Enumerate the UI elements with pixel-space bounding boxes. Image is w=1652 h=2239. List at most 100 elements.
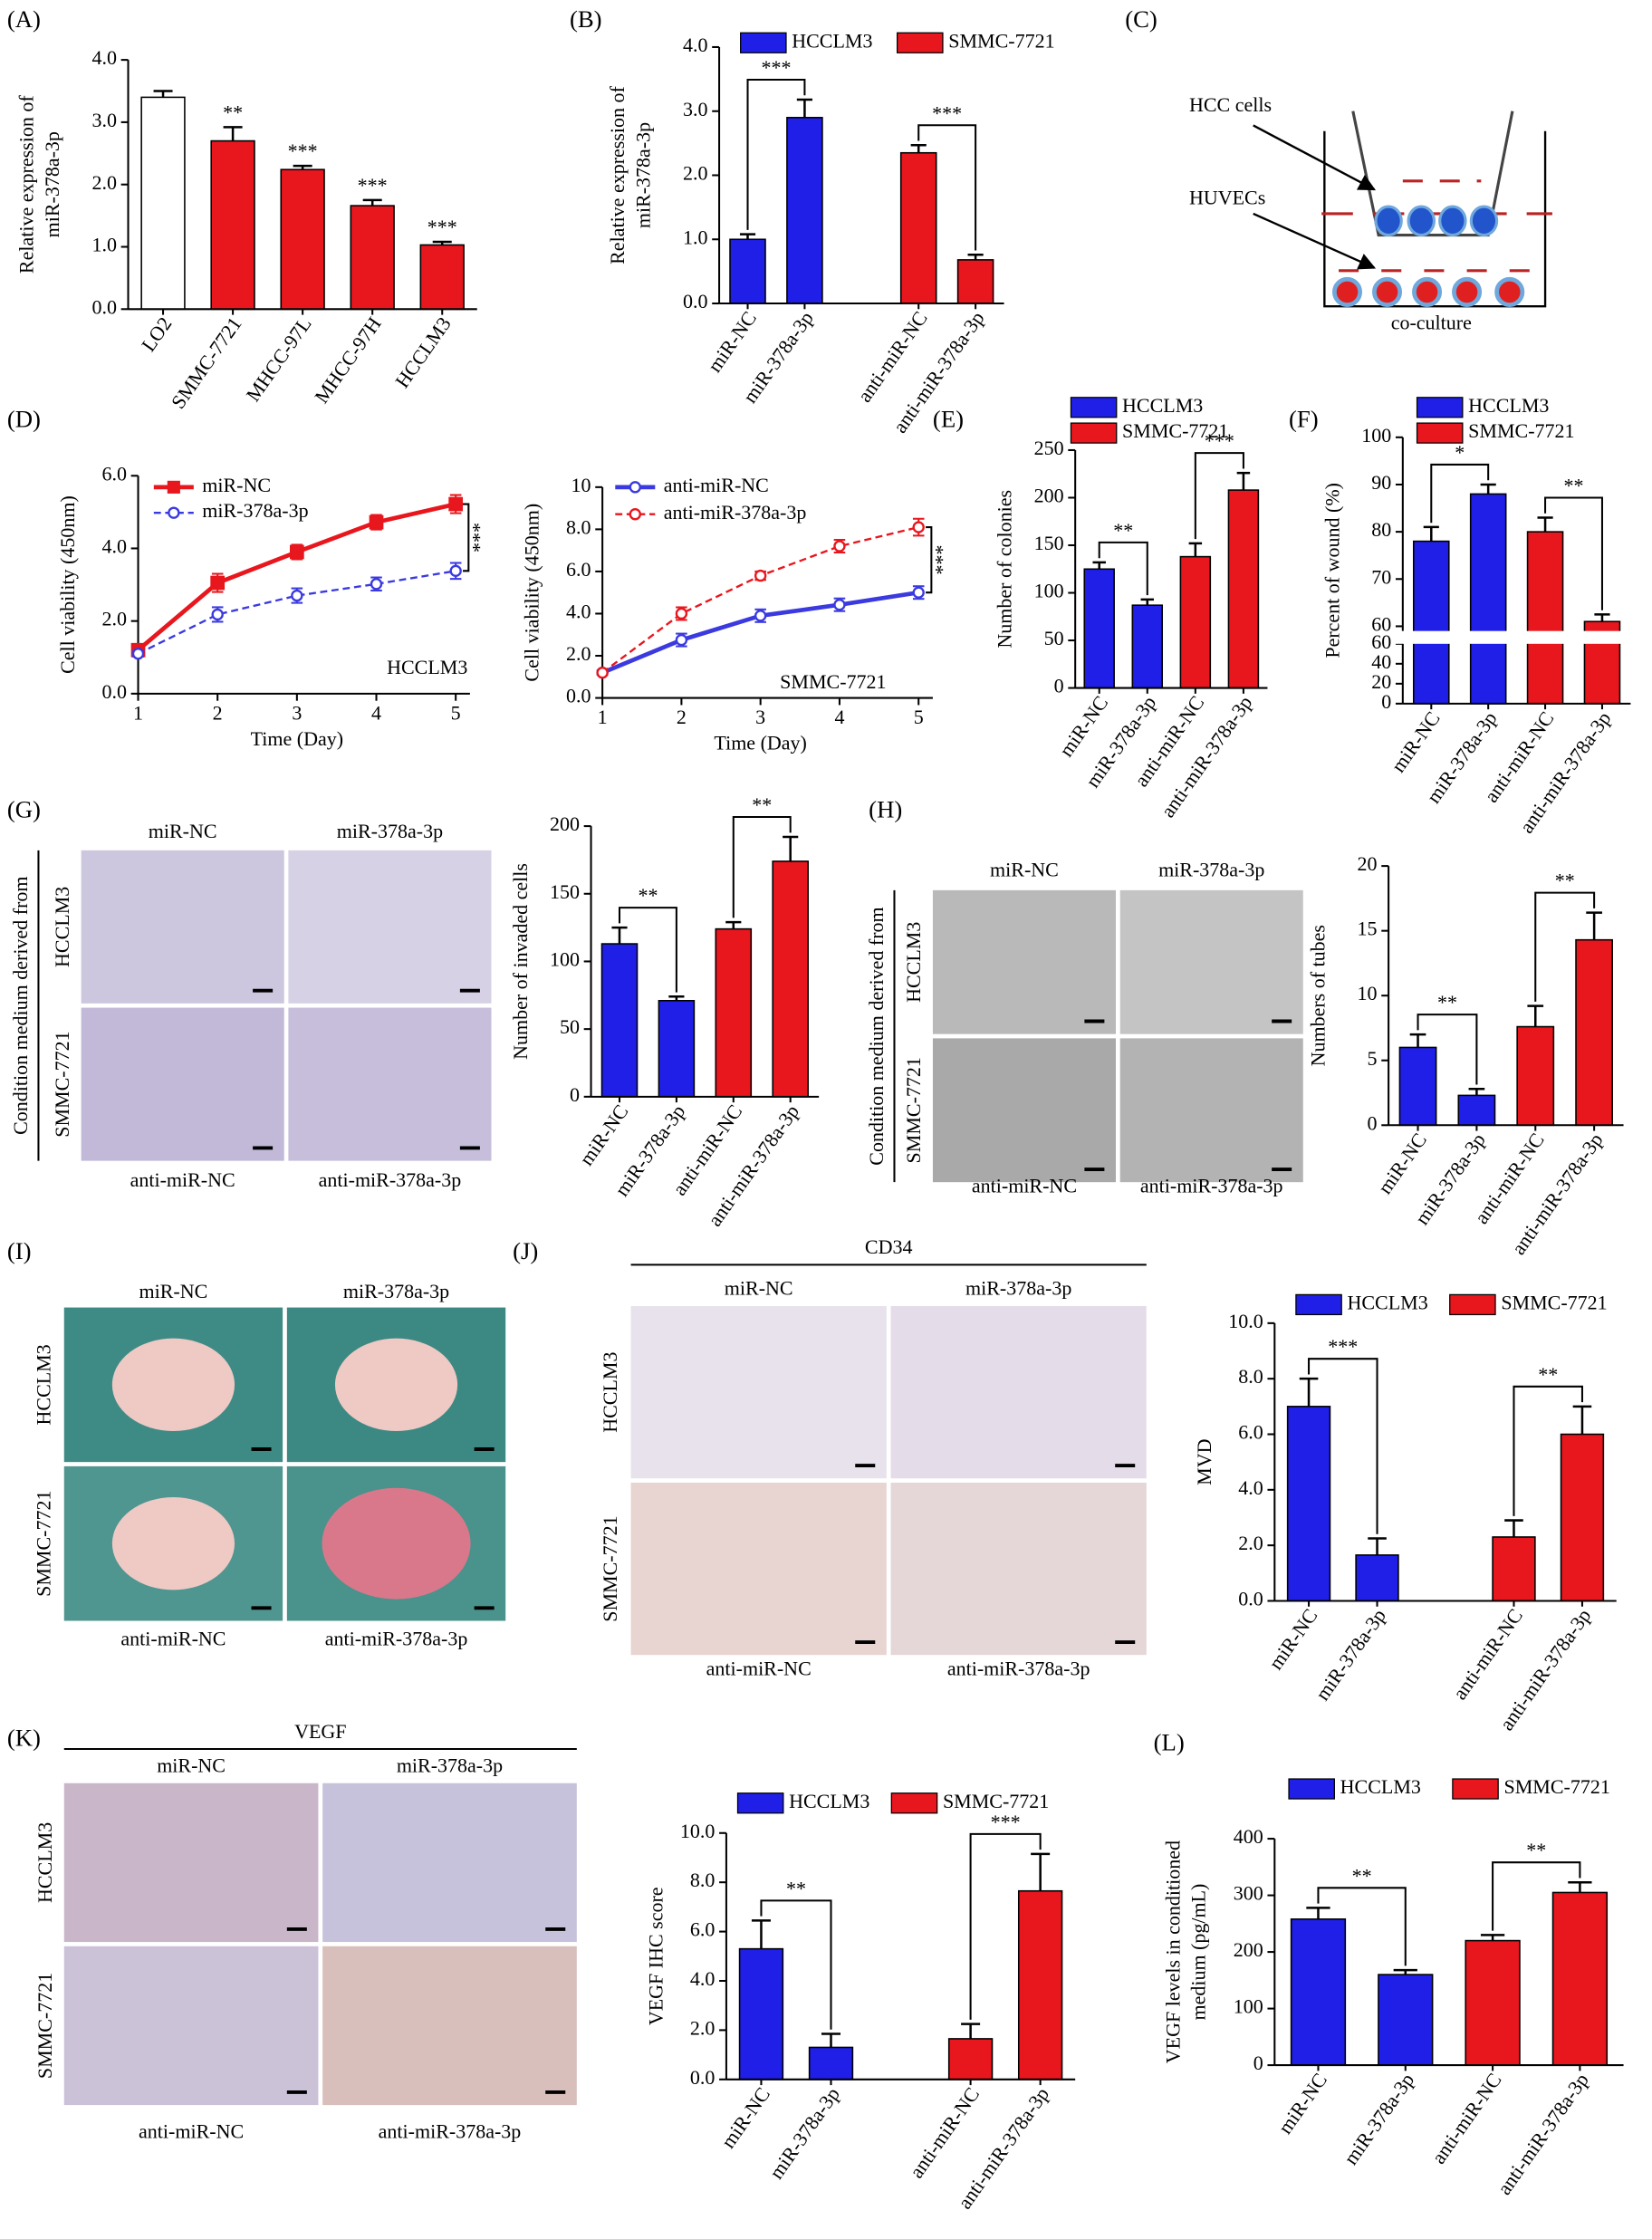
x-tick-label: 3 bbox=[292, 701, 302, 724]
y-axis-label: Percent of wound (%) bbox=[1321, 483, 1343, 658]
significance-bracket bbox=[1544, 496, 1603, 610]
y-tick-label: 3.0 bbox=[91, 109, 117, 131]
y-axis-label: Number of colonies bbox=[994, 490, 1016, 649]
micrograph bbox=[322, 1783, 577, 1943]
bar bbox=[738, 1947, 784, 2080]
column-label: miR-NC bbox=[139, 1280, 208, 1302]
legend-swatch bbox=[1416, 422, 1464, 444]
panel-label: (C) bbox=[1125, 5, 1157, 33]
legend-label: SMMC-7721 bbox=[1468, 419, 1574, 442]
bar bbox=[947, 2038, 994, 2080]
bar bbox=[1575, 938, 1614, 1127]
marker bbox=[210, 575, 226, 591]
legend-swatch bbox=[1288, 1778, 1335, 1800]
y-tick-label: 5 bbox=[1368, 1047, 1378, 1070]
column-label: anti-miR-378a-3p bbox=[1140, 1175, 1283, 1197]
significance-label: ** bbox=[1437, 991, 1457, 1014]
legend-swatch bbox=[1416, 397, 1464, 418]
y-axis-label: Relative expression of bbox=[14, 95, 37, 274]
bar bbox=[772, 860, 809, 1098]
y-tick-label: 4.0 bbox=[566, 601, 591, 623]
y-tick-label: 100 bbox=[1034, 580, 1064, 602]
y-tick-label: 8.0 bbox=[1238, 1365, 1263, 1388]
row-label: SMMC-7721 bbox=[51, 1031, 73, 1137]
significance-label: ** bbox=[1352, 1864, 1372, 1887]
y-tick-label: 4.0 bbox=[91, 46, 117, 69]
micrograph bbox=[1119, 889, 1303, 1034]
x-tick-label: 1 bbox=[598, 706, 608, 728]
panel-label: (E) bbox=[933, 406, 964, 433]
column-label: anti-miR-378a-3p bbox=[947, 1658, 1090, 1680]
x-tick-label: miR-378a-3p bbox=[1311, 1604, 1390, 1704]
y-tick-label: 1.0 bbox=[91, 234, 117, 256]
legend-marker bbox=[629, 508, 641, 521]
legend-label: SMMC-7721 bbox=[1501, 1291, 1607, 1313]
row-label: HCCLM3 bbox=[34, 1822, 56, 1903]
side-label: Condition medium derived from bbox=[9, 877, 32, 1135]
y-tick-label: 0.0 bbox=[683, 290, 708, 312]
y-axis-label: miR-378a-3p bbox=[631, 122, 654, 228]
significance-bracket bbox=[1417, 1014, 1478, 1085]
micrograph bbox=[288, 1007, 492, 1161]
diagram-label: HUVECs bbox=[1189, 186, 1265, 208]
y-tick-label: 2.0 bbox=[566, 642, 591, 665]
bar bbox=[600, 943, 639, 1098]
panel-label: (F) bbox=[1289, 406, 1319, 433]
image-title: VEGF bbox=[294, 1720, 346, 1743]
legend-label: HCCLM3 bbox=[1468, 394, 1549, 417]
y-tick-label: 2.0 bbox=[101, 608, 127, 630]
legend-swatch bbox=[1449, 1293, 1496, 1316]
marker bbox=[289, 544, 304, 560]
y-tick-label: 0.0 bbox=[690, 2066, 716, 2089]
marker bbox=[912, 521, 925, 533]
x-tick-label: 2 bbox=[213, 701, 223, 724]
huvec-cells bbox=[1331, 276, 1525, 307]
x-tick-label: miR-378a-3p bbox=[1340, 2069, 1419, 2168]
y-tick-label: 60 bbox=[1371, 612, 1391, 635]
tumor bbox=[111, 1338, 235, 1432]
y-tick-label: 2.0 bbox=[683, 162, 708, 185]
bar bbox=[1017, 1889, 1063, 2080]
legend-swatch bbox=[1070, 397, 1118, 418]
significance-label: ** bbox=[1538, 1363, 1558, 1386]
bar bbox=[1526, 531, 1564, 705]
y-axis-label: VEGF IHC score bbox=[645, 1887, 668, 2025]
y-tick-label: 80 bbox=[1371, 518, 1391, 541]
significance-bracket bbox=[1430, 463, 1490, 524]
column-label: anti-miR-NC bbox=[130, 1168, 235, 1191]
significance-bracket bbox=[969, 1832, 1042, 2020]
panel-label: (K) bbox=[7, 1725, 41, 1752]
y-tick-label: 90 bbox=[1371, 471, 1391, 494]
y-tick-label: 0.0 bbox=[91, 295, 117, 318]
y-tick-label: 2.0 bbox=[91, 171, 117, 194]
column-label: miR-NC bbox=[725, 1277, 793, 1300]
axis-break bbox=[1394, 630, 1634, 644]
bar bbox=[140, 96, 186, 311]
significance-bracket bbox=[1492, 1861, 1581, 1931]
x-tick-label: anti-miR-NC bbox=[1427, 2069, 1506, 2167]
y-tick-label: 0 bbox=[1381, 690, 1391, 713]
y-axis-label: medium (pg/mL) bbox=[1187, 1884, 1210, 2021]
marker bbox=[369, 514, 384, 530]
legend-label: HCCLM3 bbox=[1348, 1291, 1428, 1313]
legend-label: SMMC-7721 bbox=[1503, 1775, 1609, 1798]
column-label: miR-NC bbox=[149, 820, 217, 842]
tumor bbox=[322, 1487, 471, 1600]
bar bbox=[350, 205, 395, 311]
marker bbox=[449, 564, 462, 578]
y-tick-label: 200 bbox=[1234, 1938, 1263, 1961]
cell bbox=[1469, 205, 1499, 237]
x-tick-label: LO2 bbox=[137, 312, 177, 355]
legend-swatch bbox=[1295, 1293, 1342, 1316]
bar bbox=[1412, 540, 1450, 705]
marker bbox=[448, 496, 464, 512]
legend-label: HCCLM3 bbox=[792, 29, 872, 52]
column-label: miR-378a-3p bbox=[343, 1280, 449, 1302]
significance-bracket bbox=[1308, 1358, 1378, 1534]
micrograph bbox=[890, 1482, 1147, 1656]
legend-label: SMMC-7721 bbox=[943, 1790, 1049, 1812]
y-tick-label: 0.0 bbox=[566, 685, 591, 707]
significance-bracket bbox=[926, 526, 933, 594]
bar bbox=[1083, 568, 1115, 689]
